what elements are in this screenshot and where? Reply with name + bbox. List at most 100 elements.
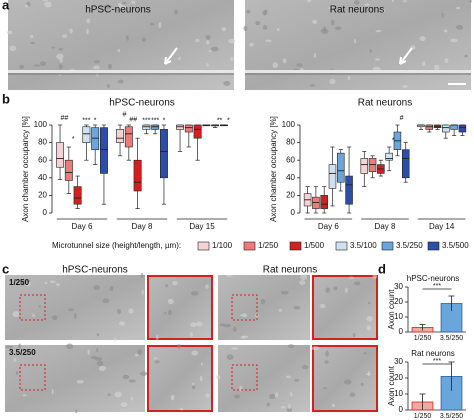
cell-texture (349, 392, 356, 397)
y-tick-label: 40 (38, 173, 47, 182)
cell-texture (15, 370, 18, 376)
cell-texture (177, 343, 181, 350)
y-axis-label: Axon chamber occupancy [%] (269, 116, 278, 222)
y-tick-label: 10 (394, 312, 403, 321)
cell-texture (354, 39, 357, 44)
cell-texture (76, 379, 84, 384)
cell-texture (38, 305, 41, 308)
cell-texture (195, 39, 200, 43)
cell-texture (86, 28, 89, 35)
box (385, 152, 393, 161)
y-tick-label: 0 (291, 208, 296, 217)
cell-texture (354, 0, 360, 6)
cell-texture (223, 80, 231, 86)
x-tick-label: 3.5/250 (440, 335, 463, 342)
cell-texture (239, 385, 243, 392)
zoom-region (19, 294, 46, 321)
x-tick-label: 1/250 (414, 335, 432, 342)
cell-texture (172, 280, 178, 286)
cell-texture (260, 298, 266, 305)
cell-texture (134, 353, 139, 357)
cell-texture (280, 405, 286, 409)
cell-texture (51, 46, 56, 49)
y-tick-label: 80 (286, 138, 295, 147)
box (64, 159, 73, 181)
cell-texture (255, 21, 261, 26)
y-tick-label: 10 (394, 389, 403, 398)
cell-texture (117, 308, 121, 315)
y-axis-label: Axon count (387, 289, 396, 330)
box (73, 186, 82, 205)
micrographs (5, 0, 472, 414)
cell-texture (366, 325, 371, 331)
legend-label: 1/500 (304, 241, 325, 250)
cell-texture (9, 45, 17, 52)
cell-texture (309, 84, 316, 87)
cell-texture (66, 343, 74, 350)
cell-texture (369, 49, 373, 53)
significance: * (72, 136, 75, 143)
significance: * (94, 117, 97, 124)
image-title: Rat neurons (330, 5, 384, 16)
cell-texture (141, 289, 144, 295)
cell-texture (122, 1, 127, 5)
cell-texture (221, 27, 227, 32)
cell-texture (158, 22, 162, 29)
significance: * (392, 138, 395, 145)
micrograph (147, 345, 213, 412)
legend-label: 1/100 (212, 241, 233, 250)
y-tick-label: 20 (38, 191, 47, 200)
cell-texture (93, 65, 100, 70)
cell-texture (266, 402, 270, 407)
cell-texture (44, 1, 52, 8)
cell-texture (240, 336, 246, 339)
cell-texture (120, 402, 128, 408)
cell-texture (96, 333, 100, 337)
significance: *** (433, 283, 441, 290)
y-tick-label: 30 (394, 282, 403, 291)
box (337, 152, 345, 183)
cell-texture (165, 284, 169, 288)
box (99, 127, 108, 174)
box (159, 129, 168, 179)
cell-texture (190, 322, 197, 328)
cell-texture (96, 360, 104, 366)
cell-texture (128, 379, 136, 383)
cell-texture (153, 357, 158, 360)
cell-texture (42, 0, 49, 2)
y-tick-label: 80 (38, 138, 47, 147)
cell-texture (360, 383, 364, 387)
cell-texture (216, 374, 221, 380)
y-tick-label: 60 (286, 155, 295, 164)
cell-texture (22, 394, 27, 397)
cell-texture (290, 392, 293, 397)
y-tick-label: 100 (34, 120, 48, 129)
cell-texture (93, 285, 101, 291)
significance: ## (129, 117, 137, 124)
cell-texture (51, 315, 58, 321)
x-tick-label: Day 6 (318, 222, 339, 231)
cell-texture (98, 365, 107, 371)
significance: *** (142, 117, 150, 124)
box (320, 195, 328, 209)
cell-texture (275, 392, 279, 398)
cell-texture (375, 58, 381, 61)
cell-texture (200, 362, 204, 366)
arrow (164, 47, 178, 65)
cell-texture (288, 403, 291, 410)
significance: # (400, 115, 404, 122)
significance: ## (61, 115, 69, 122)
cell-texture (139, 371, 148, 376)
cell-texture (294, 378, 300, 382)
cell-texture (331, 403, 336, 408)
cell-texture (329, 78, 336, 85)
y-tick-label: 20 (286, 191, 295, 200)
cell-texture (150, 22, 155, 26)
cell-texture (230, 56, 234, 62)
cell-texture (69, 28, 73, 34)
legend-swatch (289, 241, 302, 251)
y-tick-label: 0 (43, 208, 48, 217)
cell-texture (330, 19, 335, 26)
x-tick-label: Day 6 (72, 222, 93, 231)
